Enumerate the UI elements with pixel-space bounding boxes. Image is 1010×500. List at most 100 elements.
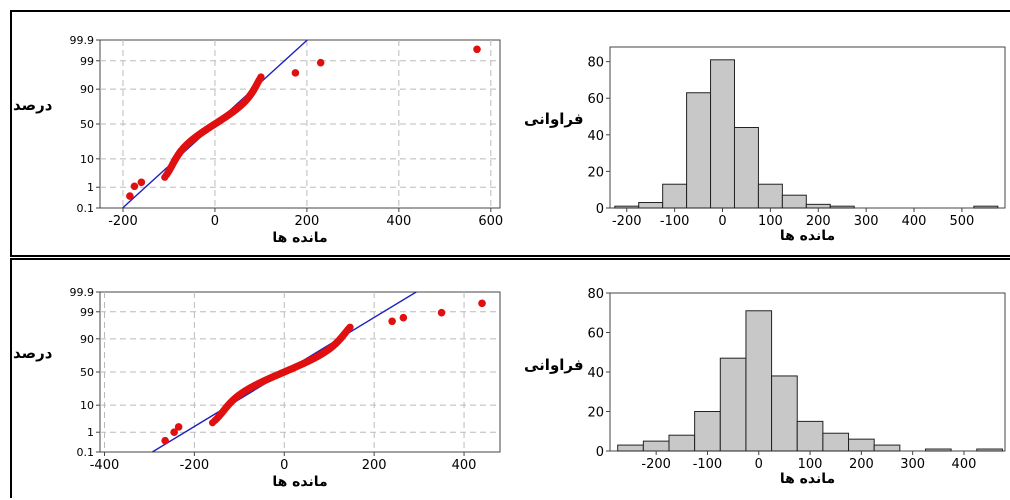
x-tick-label: -200 [612, 214, 642, 229]
histogram-bar [614, 205, 640, 209]
data-point-extreme [473, 45, 481, 54]
histogram-bar [638, 202, 664, 209]
top-histogram: -200 -100 0 100 200 300 400 500 0 20 40 60 80 مانده ه… [587, 46, 1006, 244]
x-axis-label: مانده ها [272, 230, 327, 246]
data-point-extreme [388, 317, 396, 326]
x-tick-label: 400 [952, 457, 977, 472]
histogram-bar [873, 444, 901, 452]
y-tick-label: 0 [596, 202, 604, 217]
x-tick-label: 0 [211, 214, 219, 229]
y-tick-label: 10 [80, 399, 94, 412]
x-tick-label: 200 [806, 214, 831, 229]
histogram-bar [617, 444, 644, 452]
y-tick-label: 99 [80, 306, 94, 319]
x-tick-label: 200 [849, 457, 874, 472]
data-point-extreme [170, 428, 178, 437]
y-tick-label: 99.9 [70, 34, 95, 47]
histogram-bar [668, 434, 696, 452]
x-tick-label: 200 [362, 458, 387, 473]
histogram-bar [662, 183, 688, 209]
bottom-histogram-ylabel: فراوانی [524, 356, 584, 374]
y-tick-label: 50 [80, 366, 94, 379]
x-tick-label: 400 [452, 458, 477, 473]
y-tick-label: 20 [587, 406, 604, 421]
y-tick-label: 80 [587, 287, 604, 302]
y-tick-label: 0 [596, 445, 604, 460]
histogram-bar [822, 432, 850, 452]
x-tick-label: -200 [641, 457, 671, 472]
x-tick-label: 500 [949, 214, 974, 229]
x-tick-label: 400 [902, 214, 927, 229]
histogram-bar [796, 420, 824, 452]
x-tick-label: 0 [280, 458, 288, 473]
y-tick-label: 90 [80, 83, 94, 96]
x-tick-label: 300 [854, 214, 879, 229]
bottom-histogram: -200 -100 0 100 200 300 400 0 20 40 60 80 مانده ها [587, 287, 1006, 487]
top-histogram-ylabel: فراوانی [524, 110, 584, 128]
x-tick-label: 0 [718, 214, 726, 229]
data-point-extreme [137, 178, 146, 187]
histogram-bar [973, 205, 999, 209]
x-tick-label: 400 [386, 214, 411, 229]
y-tick-label: 99.9 [70, 286, 95, 299]
data-point-extreme [437, 308, 446, 317]
y-tick-label: 1 [87, 181, 94, 194]
data-point-extreme [316, 58, 325, 67]
data-point [257, 73, 265, 81]
x-tick-label: 100 [798, 457, 823, 472]
y-tick-label: 1 [87, 426, 94, 439]
bottom-panel-frame [10, 258, 1010, 498]
x-axis-label: مانده ها [780, 471, 835, 487]
y-tick-label: 40 [587, 129, 604, 144]
x-tick-label: -200 [180, 458, 210, 473]
histogram-bar [686, 92, 712, 209]
data-point-extreme [291, 69, 300, 77]
x-axis-label: مانده ها [780, 228, 835, 244]
x-tick-label: -100 [693, 457, 723, 472]
histogram-bar [733, 127, 759, 209]
bottom-probability-plot: -400 -200 0 200 400 0.1 1 10 50 90 99 99.9 مانده ها [70, 286, 501, 490]
histogram-bar [642, 440, 670, 452]
data-point-extreme [130, 182, 139, 191]
x-tick-label: 100 [758, 214, 783, 229]
y-tick-label: 99 [80, 55, 94, 68]
histogram-bar [694, 411, 721, 452]
data-point-extreme [399, 313, 408, 322]
top-probability-ylabel: درصد [13, 96, 53, 114]
top-panel-frame [10, 10, 1010, 257]
x-tick-label: -100 [660, 214, 690, 229]
histogram-bar [848, 438, 875, 452]
y-tick-label: 60 [587, 92, 604, 107]
histogram-bar [976, 448, 1003, 452]
y-tick-label: 0.1 [77, 446, 95, 459]
y-tick-label: 20 [587, 165, 604, 180]
data-point-extreme [161, 436, 169, 445]
histogram-bar [757, 183, 783, 209]
y-tick-label: 90 [80, 333, 94, 346]
x-tick-label: -200 [108, 214, 138, 229]
histogram-bar [781, 194, 807, 209]
x-tick-label: 300 [900, 457, 925, 472]
data-point-extreme [478, 299, 486, 308]
histogram-bar [805, 203, 831, 209]
plot-area [609, 46, 1006, 209]
y-tick-label: 40 [587, 366, 604, 381]
y-tick-label: 60 [587, 327, 604, 342]
histogram-bar [924, 448, 952, 452]
histogram-bar [719, 357, 747, 452]
bottom-probability-ylabel: درصد [13, 344, 53, 362]
x-tick-label: -400 [90, 458, 120, 473]
x-tick-label: 600 [478, 214, 503, 229]
histogram-bar [829, 205, 855, 209]
data-point [346, 323, 354, 331]
y-tick-label: 50 [80, 118, 94, 131]
y-tick-label: 80 [587, 56, 604, 71]
x-tick-label: 200 [294, 214, 319, 229]
data-point-extreme [126, 192, 134, 200]
y-tick-label: 0.1 [77, 202, 95, 215]
data-point-extreme [174, 423, 183, 431]
x-axis-label: مانده ها [272, 474, 327, 490]
histogram-bar [771, 375, 798, 452]
y-tick-label: 10 [80, 153, 94, 166]
histogram-bar [710, 59, 735, 209]
